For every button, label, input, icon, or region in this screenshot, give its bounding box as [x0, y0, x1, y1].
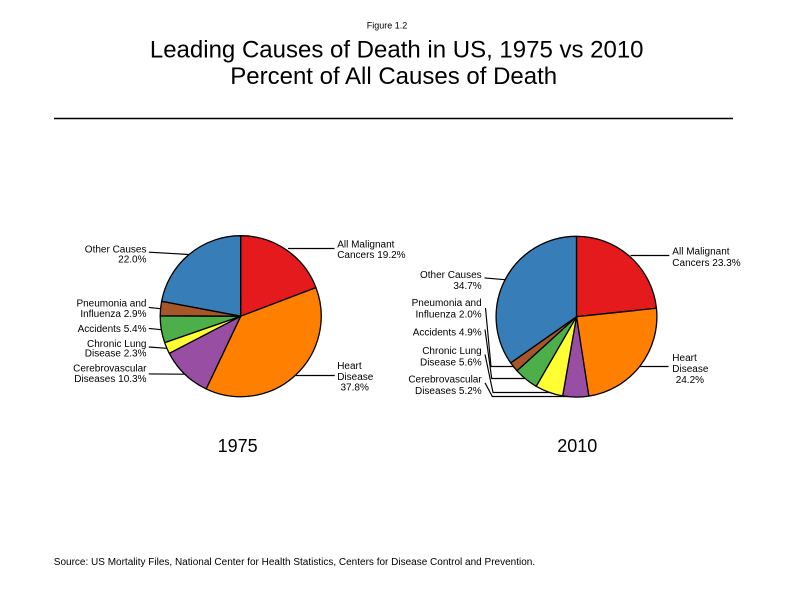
- svg-text:Pneumonia and: Pneumonia and: [412, 298, 482, 309]
- svg-text:All Malignant: All Malignant: [337, 239, 394, 250]
- svg-text:34.7%: 34.7%: [453, 281, 481, 292]
- svg-text:37.8%: 37.8%: [341, 382, 369, 393]
- svg-text:Diseases 5.2%: Diseases 5.2%: [415, 386, 482, 397]
- svg-text:Chronic Lung: Chronic Lung: [422, 346, 481, 357]
- svg-text:22.0%: 22.0%: [118, 255, 146, 266]
- svg-text:Source: US Mortality Files, Na: Source: US Mortality Files, National Cen…: [54, 557, 535, 568]
- svg-text:Percent of All Causes of Death: Percent of All Causes of Death: [230, 63, 557, 90]
- svg-text:Accidents 5.4%: Accidents 5.4%: [78, 324, 147, 335]
- svg-text:Disease 2.3%: Disease 2.3%: [85, 349, 147, 360]
- svg-text:2010: 2010: [557, 436, 597, 456]
- svg-text:Other Causes: Other Causes: [420, 270, 482, 281]
- svg-text:Accidents 4.9%: Accidents 4.9%: [413, 328, 482, 339]
- svg-text:Influenza 2.0%: Influenza 2.0%: [416, 309, 482, 320]
- svg-text:Other Causes: Other Causes: [85, 244, 147, 255]
- svg-text:Heart: Heart: [672, 353, 697, 364]
- svg-text:Cerebrovascular: Cerebrovascular: [73, 364, 147, 375]
- svg-text:24.2%: 24.2%: [676, 375, 704, 386]
- svg-text:Influenza 2.9%: Influenza 2.9%: [80, 309, 146, 320]
- svg-text:Pneumonia and: Pneumonia and: [76, 298, 146, 309]
- svg-text:Disease: Disease: [337, 372, 374, 383]
- svg-text:Leading Causes of Death in US,: Leading Causes of Death in US, 1975 vs 2…: [150, 37, 644, 64]
- svg-text:Disease 5.6%: Disease 5.6%: [420, 358, 482, 369]
- svg-text:Disease: Disease: [672, 364, 709, 375]
- svg-text:Chronic Lung: Chronic Lung: [87, 339, 146, 350]
- svg-text:Cerebrovascular: Cerebrovascular: [408, 374, 482, 385]
- svg-text:Cancers 19.2%: Cancers 19.2%: [337, 250, 405, 261]
- svg-text:Heart: Heart: [337, 361, 362, 372]
- svg-text:Cancers 23.3%: Cancers 23.3%: [672, 258, 740, 269]
- svg-text:Figure 1.2: Figure 1.2: [367, 20, 408, 30]
- svg-text:1975: 1975: [218, 436, 258, 456]
- svg-text:Diseases 10.3%: Diseases 10.3%: [74, 374, 146, 385]
- svg-text:All Malignant: All Malignant: [672, 247, 729, 258]
